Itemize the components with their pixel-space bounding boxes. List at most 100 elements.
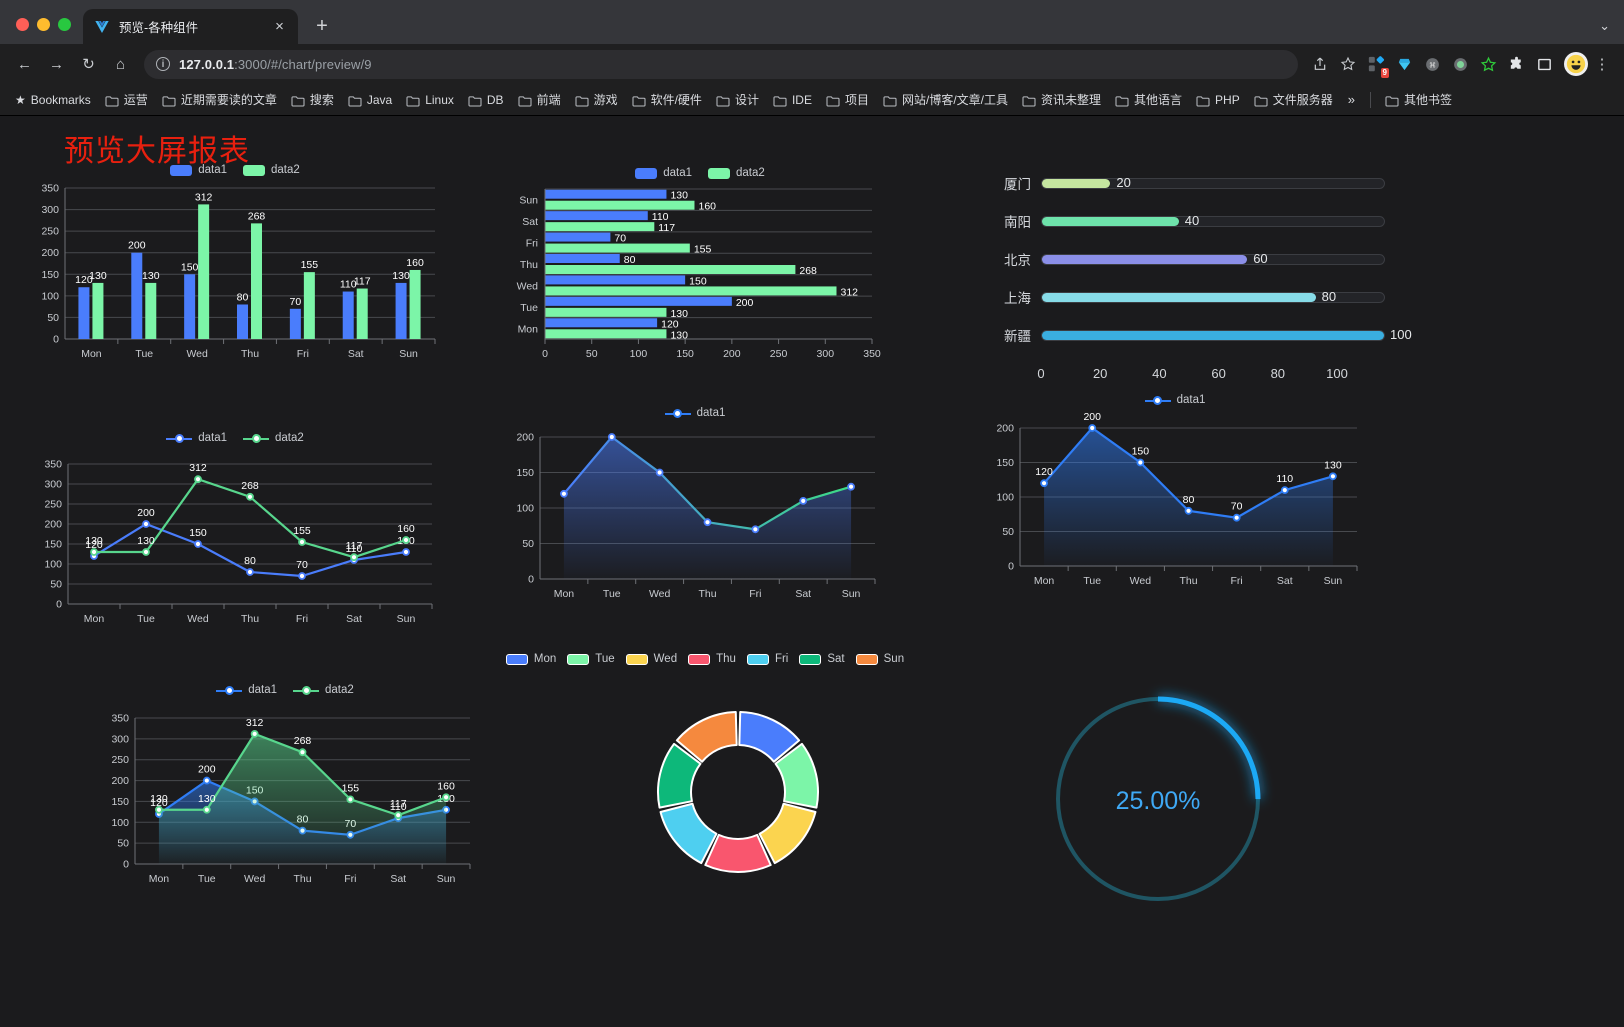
green-circle-icon[interactable] bbox=[1447, 51, 1473, 77]
svg-text:155: 155 bbox=[342, 782, 360, 794]
forward-icon[interactable]: → bbox=[49, 55, 64, 73]
svg-text:100: 100 bbox=[516, 503, 534, 515]
folder-icon bbox=[348, 94, 362, 106]
bookmarks-overflow-button[interactable]: » bbox=[1347, 92, 1355, 107]
new-tab-button[interactable]: + bbox=[316, 14, 328, 37]
gauge-svg: 25.00% bbox=[1055, 696, 1261, 902]
svg-text:117: 117 bbox=[346, 540, 363, 552]
legend-item-thu[interactable]: Thu bbox=[688, 653, 736, 665]
legend-item-data1[interactable]: data1 bbox=[1144, 394, 1205, 406]
legend-label: data1 bbox=[198, 164, 227, 176]
legend-item-data1[interactable]: data1 bbox=[170, 164, 227, 176]
legend-item-sat[interactable]: Sat bbox=[799, 653, 845, 665]
close-window-button[interactable] bbox=[16, 18, 29, 31]
svg-text:130: 130 bbox=[670, 190, 688, 202]
legend-item-wed[interactable]: Wed bbox=[625, 653, 677, 665]
home-icon[interactable]: ⌂ bbox=[115, 55, 126, 73]
legend-smooth-line: data1 bbox=[495, 401, 895, 419]
legend-item-tue[interactable]: Tue bbox=[567, 653, 615, 665]
sidepanel-icon[interactable] bbox=[1531, 51, 1557, 77]
chart-horizontal-bar: data1 data2 0 50 100 150 200 250 300 350 Sun 130 1… bbox=[500, 158, 900, 408]
site-info-icon[interactable]: i bbox=[156, 57, 170, 71]
bookmark-folder[interactable]: 设计 bbox=[710, 88, 765, 111]
bookmark-folder-label: IDE bbox=[791, 92, 812, 107]
star-outline-icon[interactable] bbox=[1475, 51, 1501, 77]
svg-text:Mon: Mon bbox=[518, 323, 539, 335]
bookmark-folder[interactable]: 项目 bbox=[820, 88, 875, 111]
other-bookmarks-folder[interactable]: 其他书签 bbox=[1379, 88, 1458, 111]
progress-bar-value: 40 bbox=[1184, 212, 1200, 228]
svg-text:Mon: Mon bbox=[1034, 575, 1055, 587]
legend-item-data1[interactable]: data1 bbox=[216, 684, 277, 696]
svg-text:80: 80 bbox=[624, 254, 636, 266]
chevron-down-icon[interactable]: ⌄ bbox=[1599, 18, 1610, 33]
legend-item-data2[interactable]: data2 bbox=[293, 684, 354, 696]
diamond-icon[interactable] bbox=[1391, 51, 1417, 77]
svg-text:300: 300 bbox=[44, 479, 62, 491]
minimize-window-button[interactable] bbox=[37, 18, 50, 31]
progress-bar-track[interactable]: 20 bbox=[1041, 175, 1385, 190]
svg-text:200: 200 bbox=[723, 348, 741, 360]
avatar[interactable] bbox=[1564, 52, 1588, 76]
bookmark-folder-label: 资讯未整理 bbox=[1041, 93, 1102, 107]
bookmark-folder[interactable]: 网站/博客/文章/工具 bbox=[877, 88, 1014, 111]
svg-text:160: 160 bbox=[698, 201, 716, 213]
back-icon[interactable]: ← bbox=[17, 55, 32, 73]
extension-grid-icon[interactable]: 9 bbox=[1363, 51, 1389, 78]
svg-text:312: 312 bbox=[195, 191, 213, 203]
legend-item-data2[interactable]: data2 bbox=[243, 164, 300, 176]
legend-label: Mon bbox=[533, 653, 557, 665]
bookmark-folder[interactable]: 搜索 bbox=[285, 88, 340, 111]
bookmark-star-icon[interactable] bbox=[1335, 51, 1361, 77]
bookmark-folder[interactable]: 文件服务器 bbox=[1248, 88, 1339, 111]
svg-text:130: 130 bbox=[89, 270, 107, 282]
bookmark-folder[interactable]: IDE bbox=[767, 90, 818, 110]
legend-item-mon[interactable]: Mon bbox=[505, 653, 557, 665]
bookmarks-root[interactable]: ★ Bookmarks bbox=[9, 90, 97, 110]
bookmark-folder-label: 设计 bbox=[734, 93, 759, 107]
puzzle-icon[interactable] bbox=[1503, 51, 1529, 77]
legend-item-data2[interactable]: data2 bbox=[708, 167, 765, 179]
bookmark-folder[interactable]: 运营 bbox=[99, 88, 154, 111]
bookmark-folder[interactable]: 近期需要读的文章 bbox=[156, 88, 283, 111]
bookmark-folder[interactable]: Linux bbox=[400, 90, 460, 110]
address-bar[interactable]: i 127.0.0.1:3000/#/chart/preview/9 bbox=[144, 49, 1298, 79]
svg-text:110: 110 bbox=[346, 543, 363, 555]
legend-item-data1[interactable]: data1 bbox=[664, 407, 725, 419]
maximize-window-button[interactable] bbox=[58, 18, 71, 31]
command-circle-icon[interactable]: ⌘ bbox=[1419, 51, 1445, 77]
legend-item-fri[interactable]: Fri bbox=[746, 653, 788, 665]
bookmark-folder[interactable]: 前端 bbox=[512, 88, 567, 111]
legend-item-sun[interactable]: Sun bbox=[855, 653, 904, 665]
progress-bar-track[interactable]: 40 bbox=[1041, 212, 1385, 228]
legend-label: data2 bbox=[271, 164, 300, 176]
bookmark-folder[interactable]: 资讯未整理 bbox=[1016, 88, 1107, 111]
bookmark-folder[interactable]: 游戏 bbox=[569, 88, 624, 111]
svg-text:150: 150 bbox=[111, 796, 129, 808]
svg-text:100: 100 bbox=[630, 348, 648, 360]
progress-bar-label: 新疆 bbox=[1004, 329, 1031, 344]
bookmark-folder[interactable]: Java bbox=[342, 90, 398, 110]
reload-icon[interactable]: ↻ bbox=[82, 56, 95, 73]
legend-item-data2[interactable]: data2 bbox=[243, 432, 304, 444]
legend-item-data1[interactable]: data1 bbox=[635, 167, 692, 179]
progress-bar-track[interactable]: 80 bbox=[1041, 289, 1385, 304]
bookmark-folder[interactable]: 软件/硬件 bbox=[626, 88, 708, 111]
share-icon[interactable] bbox=[1307, 51, 1333, 77]
progress-bar-row: 新疆 100 bbox=[985, 316, 1412, 354]
svg-text:0: 0 bbox=[53, 334, 59, 346]
bookmark-folder[interactable]: PHP bbox=[1190, 90, 1246, 110]
browser-tab[interactable]: 预览-各种组件 × bbox=[83, 9, 298, 44]
bookmark-folder[interactable]: DB bbox=[462, 90, 510, 110]
svg-text:155: 155 bbox=[293, 525, 311, 537]
progress-bar-fill bbox=[1042, 216, 1179, 226]
legend-label: data1 bbox=[248, 684, 277, 696]
progress-bar-track[interactable]: 60 bbox=[1041, 251, 1385, 266]
bookmark-folder[interactable]: 其他语言 bbox=[1109, 88, 1188, 111]
legend-item-data1[interactable]: data1 bbox=[166, 432, 227, 444]
close-icon[interactable]: × bbox=[275, 18, 284, 35]
browser-menu-icon[interactable]: ⋮ bbox=[1594, 56, 1610, 73]
svg-text:50: 50 bbox=[586, 348, 598, 360]
progress-bar-track[interactable]: 100 bbox=[1041, 327, 1412, 342]
